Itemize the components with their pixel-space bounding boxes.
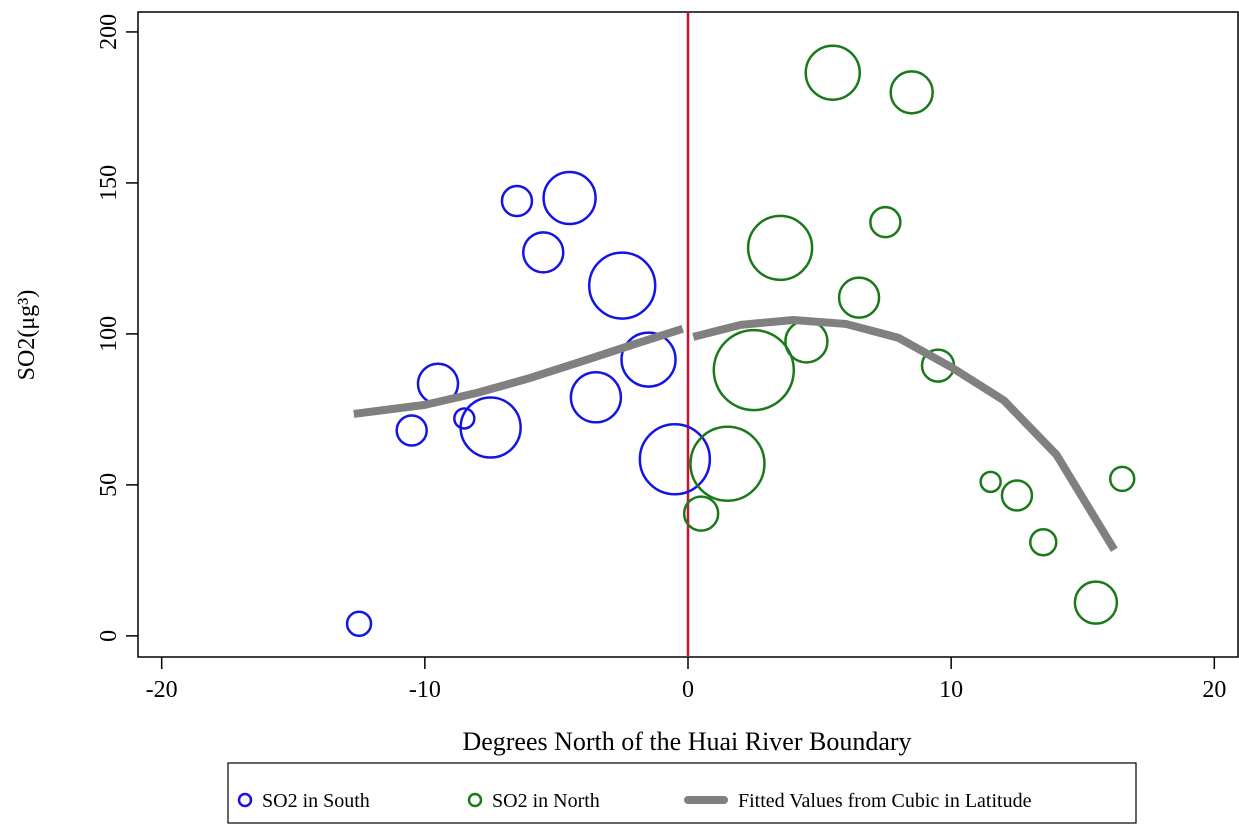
bubble — [345, 610, 373, 638]
legend — [227, 762, 1137, 824]
bubble — [522, 231, 565, 274]
x-tick-label: -20 — [146, 677, 178, 703]
x-axis-label: Degrees North of the Huai River Boundary — [462, 727, 911, 756]
bubble — [459, 396, 522, 459]
y-axis-label: SO2(μg³) — [14, 290, 40, 381]
legend-label: SO2 in North — [492, 790, 600, 812]
bubble — [784, 319, 829, 364]
bubble — [682, 495, 720, 532]
bubble — [804, 44, 861, 101]
bubble — [869, 205, 902, 239]
legend-label: SO2 in South — [262, 790, 370, 812]
bubble — [1029, 528, 1058, 557]
bubble — [746, 214, 814, 282]
bubble — [453, 407, 476, 430]
bubble — [587, 251, 657, 320]
y-tick-label: 0 — [96, 630, 122, 642]
fitted-line — [353, 316, 1118, 552]
x-tick-label: 10 — [939, 677, 963, 703]
bubble — [712, 328, 796, 412]
bubble — [979, 470, 1002, 494]
y-tick-label: 200 — [96, 14, 122, 50]
bubble — [689, 425, 766, 502]
legend-swatch — [237, 792, 253, 808]
y-tick-label: 50 — [96, 473, 122, 497]
legend-swatch — [467, 792, 483, 808]
bubble — [638, 422, 712, 496]
x-tick-label: -10 — [409, 677, 441, 703]
bubble — [542, 170, 597, 226]
y-tick-label: 100 — [96, 316, 122, 352]
bubble — [1000, 479, 1034, 512]
bubble — [500, 184, 534, 218]
bubble — [889, 70, 934, 115]
bubble — [837, 276, 881, 319]
bubble — [395, 414, 428, 447]
y-tick-label: 150 — [96, 165, 122, 201]
bubble — [569, 371, 623, 424]
x-tick-label: 20 — [1202, 677, 1226, 703]
bubble — [1108, 465, 1136, 493]
bubble — [620, 331, 677, 388]
bubble — [1073, 580, 1119, 625]
x-tick-label: 0 — [682, 677, 694, 703]
legend-label: Fitted Values from Cubic in Latitude — [738, 790, 1032, 812]
